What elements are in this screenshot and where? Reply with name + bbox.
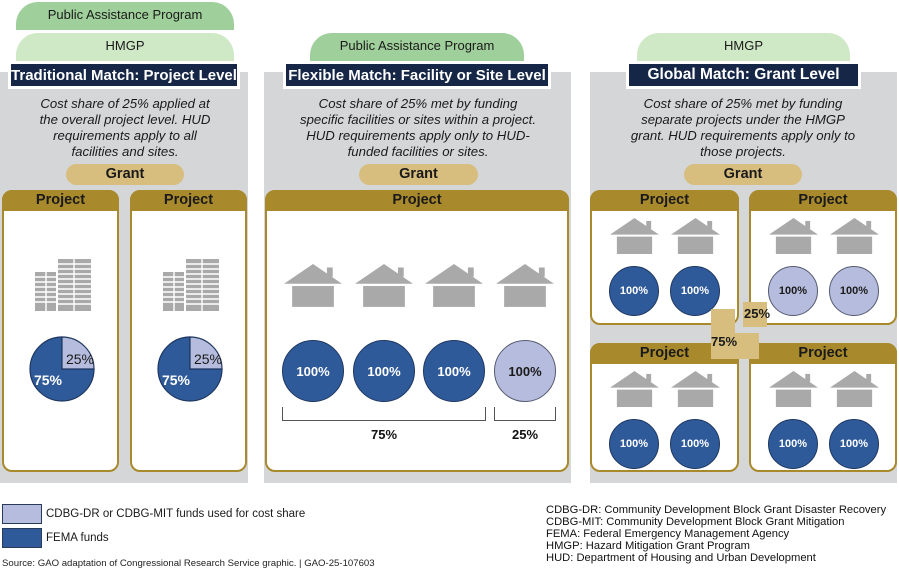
house-icon (284, 264, 342, 307)
project-header: Project (265, 190, 569, 211)
project-header: Project (2, 190, 119, 211)
abbreviation-hmgp: HMGP: Hazard Mitigation Grant Program (546, 540, 750, 552)
project-header: Project (749, 343, 897, 364)
flexible-match-title: Flexible Match: Facility or Site Level (283, 61, 551, 89)
cost-share-connector-cdbg-overlay (743, 302, 767, 327)
bracket-cdbg (494, 407, 556, 421)
funding-pie-chart: 25% 75% (29, 336, 95, 402)
fema-funding-circle: 100% (768, 419, 818, 469)
pie-label-cdbg: 25% (66, 351, 94, 367)
fema-funding-circle: 100% (670, 266, 720, 316)
project-header: Project (590, 190, 739, 211)
tab-public-assistance-program: Public Assistance Program (16, 2, 234, 30)
panel-title: Global Match: Grant Level (629, 64, 858, 86)
flexible-match-description: Cost share of 25% met by funding specifi… (300, 96, 536, 159)
house-icon (671, 218, 720, 255)
project-header: Project (130, 190, 247, 211)
pie-slice-fema (157, 336, 223, 402)
source-note: Source: GAO adaptation of Congressional … (2, 558, 375, 569)
grant-pill: Grant (359, 164, 478, 185)
global-match-title: Global Match: Grant Level (626, 61, 861, 89)
house-icon (496, 264, 554, 307)
abbreviation-cdbg-dr: CDBG-DR: Community Development Block Gra… (546, 504, 887, 516)
grant-pill: Grant (66, 164, 184, 185)
project-box: Project (2, 190, 119, 472)
project-header: Project (590, 343, 739, 364)
fema-funding-circle: 100% (423, 340, 485, 402)
pie-slice-cdbg (189, 336, 223, 370)
legend-label-cdbg: CDBG-DR or CDBG-MIT funds used for cost … (46, 508, 306, 520)
tab-hmgp: HMGP (16, 33, 234, 61)
house-icon (610, 218, 659, 255)
fema-funding-circle: 100% (670, 419, 720, 469)
traditional-match-description: Cost share of 25% applied at the overall… (39, 96, 211, 159)
bracket-label-fema: 75% (370, 427, 398, 442)
building-icon (35, 259, 91, 311)
legend-label-fema: FEMA funds (46, 532, 109, 544)
abbreviation-cdbg-mit: CDBG-MIT: Community Development Block Gr… (546, 516, 845, 528)
house-icon (830, 218, 879, 255)
cdbg-funding-circle: 100% (829, 266, 879, 316)
tab-public-assistance-program: Public Assistance Program (310, 33, 524, 61)
legend-swatch-cdbg (2, 504, 42, 524)
fema-funding-circle: 100% (609, 419, 659, 469)
panel-title: Flexible Match: Facility or Site Level (286, 64, 548, 86)
pie-slice-fema (29, 336, 95, 402)
building-icon (163, 259, 219, 311)
bracket-fema (282, 407, 486, 421)
pie-slice-cdbg (61, 336, 95, 370)
fema-funding-circle: 100% (353, 340, 415, 402)
bracket-label-cdbg: 25% (511, 427, 539, 442)
pie-label-fema: 75% (34, 372, 63, 388)
panel-title: Traditional Match: Project Level (11, 64, 237, 86)
grant-pill: Grant (684, 164, 802, 185)
cdbg-funding-circle: 100% (768, 266, 818, 316)
abbreviation-hud: HUD: Department of Housing and Urban Dev… (546, 552, 816, 564)
tab-hmgp: HMGP (637, 33, 850, 61)
cost-share-connector-fema-base-overlay (711, 333, 759, 359)
funding-pie-chart: 25% 75% (157, 336, 223, 402)
house-icon (830, 371, 879, 408)
connector-label-fema: 75% (711, 334, 738, 349)
house-icon (769, 371, 818, 408)
house-icon (425, 264, 483, 307)
house-icon (671, 371, 720, 408)
fema-funding-circle: 100% (609, 266, 659, 316)
pie-label-fema: 75% (162, 372, 191, 388)
project-box: Project (130, 190, 247, 472)
project-box: Project (265, 190, 569, 472)
house-icon (610, 371, 659, 408)
fema-funding-circle: 100% (282, 340, 344, 402)
abbreviation-fema: FEMA: Federal Emergency Management Agenc… (546, 528, 790, 540)
cdbg-funding-circle: 100% (494, 340, 556, 402)
connector-label-cdbg: 25% (744, 306, 771, 321)
legend-swatch-fema (2, 528, 42, 548)
house-icon (355, 264, 413, 307)
pie-label-cdbg: 25% (194, 351, 222, 367)
global-match-description: Cost share of 25% met by funding separat… (630, 96, 856, 159)
house-icon (769, 218, 818, 255)
fema-funding-circle: 100% (829, 419, 879, 469)
project-header: Project (749, 190, 897, 211)
traditional-match-title: Traditional Match: Project Level (8, 61, 240, 89)
